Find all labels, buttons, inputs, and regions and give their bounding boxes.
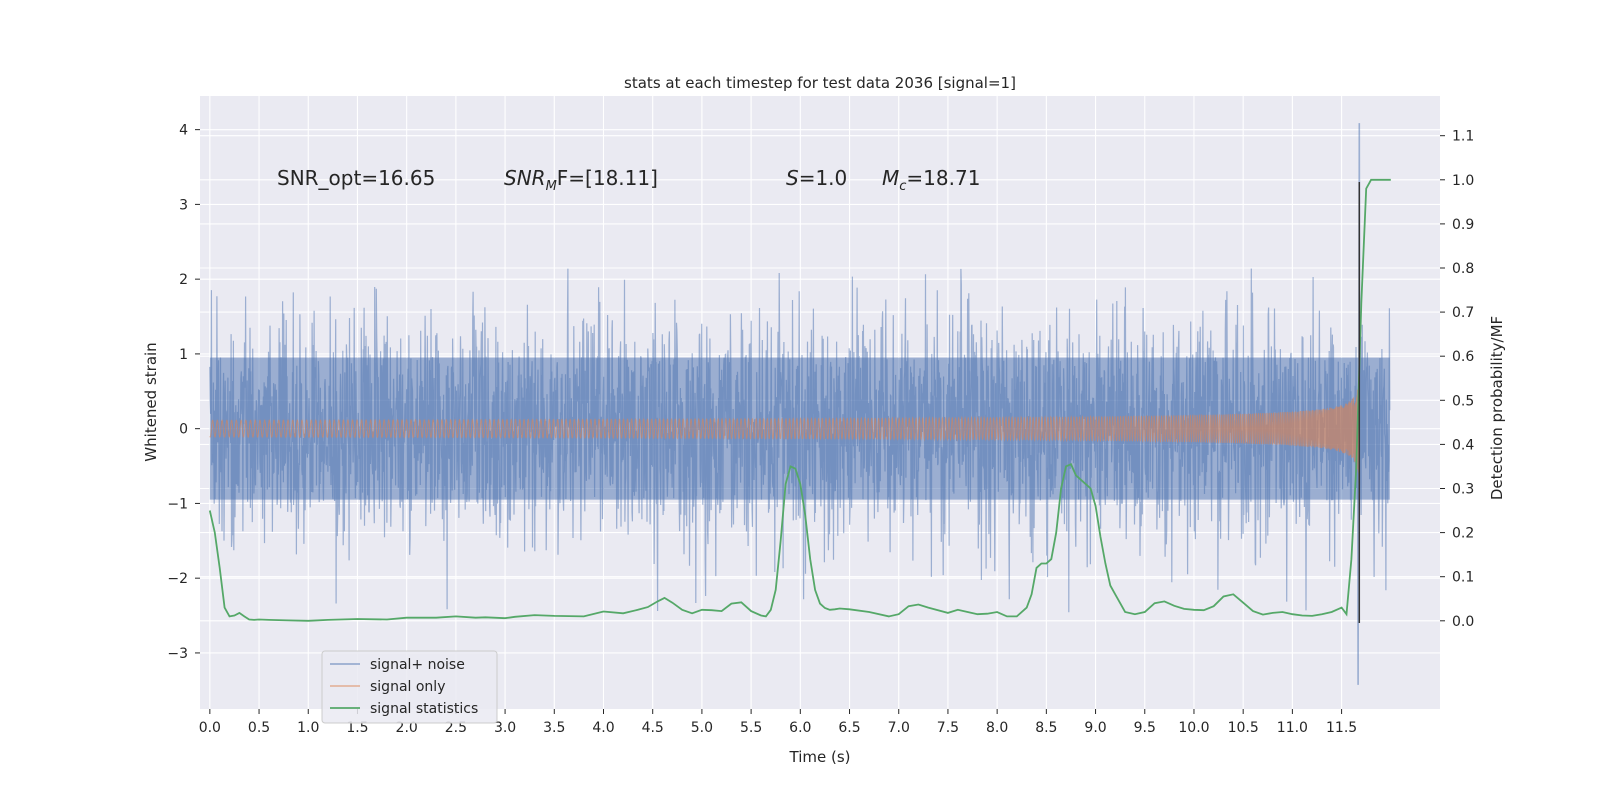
annotation-snr-opt: SNR_opt=16.65 (277, 166, 435, 190)
y-right-tick-label: 1.0 (1452, 173, 1474, 189)
annotation-mc: Mc=18.71 (882, 166, 980, 194)
y-left-tick-label: −3 (167, 646, 188, 662)
y-right-tick-label: 0.6 (1452, 349, 1474, 365)
snr-mf-symbol: SNR (504, 166, 546, 190)
y-left-tick-label: 1 (179, 347, 188, 363)
x-tick-label: 9.0 (1084, 720, 1106, 736)
x-tick-label: 6.0 (789, 720, 811, 736)
legend-box (321, 650, 498, 724)
y-left-tick-label: 0 (179, 422, 188, 438)
x-tick-label: 5.0 (691, 720, 713, 736)
snr-mf-value: F=[18.11] (557, 166, 658, 190)
x-tick-label: 1.5 (346, 720, 368, 736)
y-right-tick-label: 0.3 (1452, 481, 1474, 497)
x-axis-ticks: 0.0 0.5 1.0 1.5 2.0 2.5 3.0 3.5 4.0 4.5 5.0 5.5 6.0 6… (199, 709, 1357, 736)
x-tick-label: 11.0 (1277, 720, 1308, 736)
x-tick-label: 10.5 (1228, 720, 1259, 736)
mc-value: =18.71 (906, 166, 980, 190)
y-right-tick-label: 1.1 (1452, 129, 1474, 145)
x-tick-label: 10.0 (1178, 720, 1209, 736)
s-value: =1.0 (799, 166, 848, 190)
x-tick-label: 3.5 (543, 720, 565, 736)
legend-label-stats: signal statistics (370, 701, 478, 717)
y-left-tick-label: 3 (179, 197, 188, 213)
y-right-tick-label: 0.0 (1452, 614, 1474, 630)
y-right-tick-label: 0.8 (1452, 261, 1474, 277)
x-tick-label: 3.0 (494, 720, 516, 736)
s-symbol: S (786, 166, 799, 190)
x-tick-label: 5.5 (740, 720, 762, 736)
x-tick-label: 2.0 (396, 720, 418, 736)
chart-title: stats at each timestep for test data 203… (624, 74, 1016, 92)
mc-subscript: c (899, 179, 906, 194)
annotation-s: S=1.0 (786, 166, 847, 190)
series-signal-statistics (208, 178, 1391, 622)
y-axis-right-ticks: 1.1 1.0 0.9 0.8 0.7 0.6 0.5 0.4 0.3 0.2 0.1 0.0 (1440, 129, 1474, 630)
x-tick-label: 7.5 (937, 720, 959, 736)
y-right-tick-label: 0.1 (1452, 570, 1474, 586)
series-signal-only (209, 376, 1360, 499)
y-right-tick-label: 0.5 (1452, 393, 1474, 409)
x-tick-label: 8.0 (986, 720, 1008, 736)
annotation-snr-mf: SNRMF=[18.11] (504, 166, 658, 194)
x-tick-label: 1.0 (297, 720, 319, 736)
legend: signal+ noise signal only signal statist… (321, 650, 498, 724)
y-right-tick-label: 0.4 (1452, 437, 1474, 453)
y-axis-right-label: Detection probability/MF (1488, 316, 1506, 500)
x-tick-label: 4.5 (642, 720, 664, 736)
x-tick-label: 8.5 (1035, 720, 1057, 736)
x-axis-label: Time (s) (789, 748, 851, 766)
y-left-tick-label: 2 (179, 272, 188, 288)
x-tick-label: 4.0 (592, 720, 614, 736)
y-right-tick-label: 0.7 (1452, 305, 1474, 321)
x-tick-label: 0.5 (248, 720, 270, 736)
legend-label-noise: signal+ noise (370, 657, 465, 673)
x-tick-label: 2.5 (445, 720, 467, 736)
x-tick-label: 6.5 (838, 720, 860, 736)
mc-symbol: M (882, 166, 899, 190)
legend-label-signal: signal only (370, 679, 445, 695)
snr-mf-subscript: M (546, 179, 557, 194)
y-left-tick-label: −1 (167, 496, 188, 512)
y-axis-left-ticks: 4 3 2 1 0 −1 −2 −3 (167, 123, 200, 662)
y-left-tick-label: 4 (179, 123, 188, 139)
x-tick-label: 11.5 (1326, 720, 1357, 736)
x-tick-label: 9.5 (1134, 720, 1156, 736)
y-left-tick-label: −2 (167, 571, 188, 587)
y-right-tick-label: 0.2 (1452, 526, 1474, 542)
x-tick-label: 0.0 (199, 720, 221, 736)
y-right-tick-label: 0.9 (1452, 217, 1474, 233)
x-tick-label: 7.0 (888, 720, 910, 736)
y-axis-left-label: Whitened strain (142, 342, 160, 461)
